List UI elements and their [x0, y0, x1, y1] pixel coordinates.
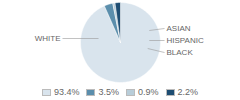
svg-text:BLACK: BLACK [167, 48, 194, 57]
svg-text:HISPANIC: HISPANIC [167, 36, 204, 45]
html-text:2.2%: 2.2% [177, 87, 198, 97]
html-text:93.4%: 93.4% [54, 87, 80, 97]
html-text:3.5%: 3.5% [98, 87, 119, 97]
html-text:0.9%: 0.9% [138, 87, 159, 97]
svg-text:WHITE: WHITE [35, 34, 61, 43]
svg-text:ASIAN: ASIAN [167, 24, 191, 33]
